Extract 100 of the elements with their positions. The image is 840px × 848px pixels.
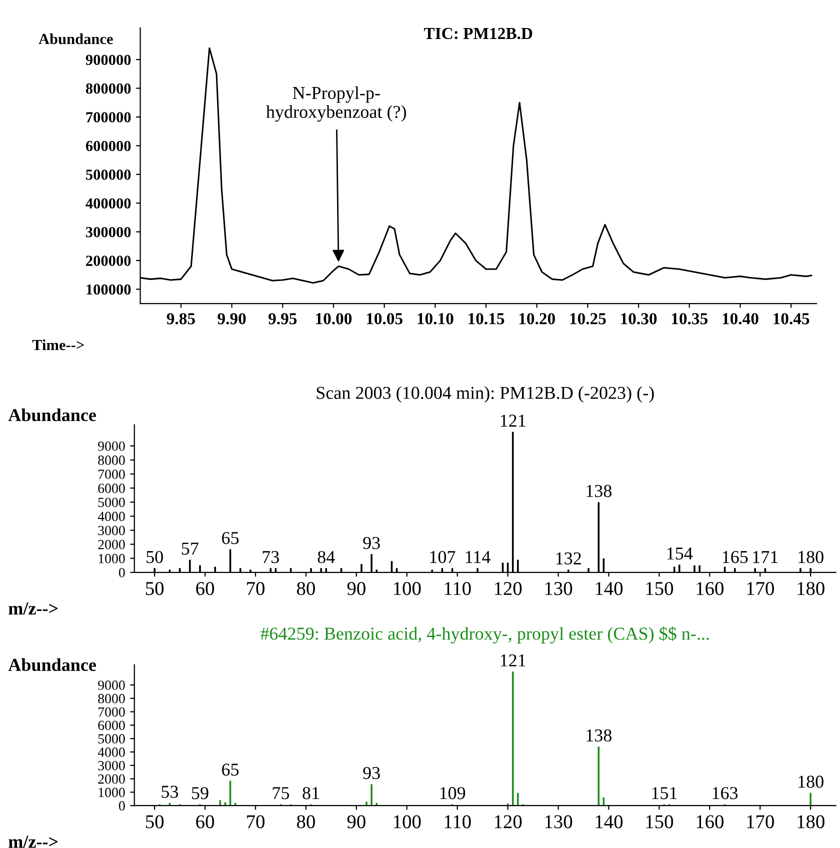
- x-tick-label: 130: [545, 582, 572, 596]
- x-tick-label: 10.25: [570, 313, 606, 324]
- y-tick-label: 1000: [98, 788, 125, 798]
- annotation: N-Propyl-p- hydroxybenzoat (?): [266, 86, 406, 122]
- x-tick-label: 10.45: [774, 313, 810, 324]
- x-tick-label: 9.90: [218, 313, 246, 324]
- annotation: 121: [500, 654, 526, 666]
- x-tick-label: 10.35: [672, 313, 708, 324]
- x-tick-label: 70: [247, 815, 264, 828]
- y-tick-label: 800000: [86, 83, 131, 94]
- y-tick-label: 5000: [98, 498, 125, 508]
- x-tick-label: 10.00: [316, 313, 352, 324]
- y-tick-label: 500000: [86, 170, 131, 180]
- y-tick-label: 4000: [98, 512, 125, 522]
- y-tick-label: 7000: [98, 470, 125, 479]
- annotation: 84: [318, 550, 335, 564]
- y-tick-label: 3000: [98, 526, 125, 536]
- x-tick-label: 70: [247, 582, 264, 596]
- y-axis-title: Abundance: [8, 658, 96, 672]
- x-tick-label: 10.10: [418, 313, 454, 324]
- x-tick-label: 150: [646, 815, 674, 828]
- annotation: 75: [272, 787, 290, 800]
- x-tick-label: 80: [296, 815, 315, 828]
- y-tick-label: 6000: [98, 484, 125, 494]
- x-tick-label: 110: [444, 582, 471, 596]
- annotation: 171: [753, 551, 778, 563]
- annotation: 73: [262, 550, 279, 564]
- y-tick-label: 900000: [86, 54, 131, 66]
- y-axis-title: Abundance: [8, 408, 96, 422]
- annotation: 121: [500, 414, 526, 427]
- y-tick-label: 200000: [86, 256, 131, 266]
- x-tick-label: 10.05: [366, 313, 402, 324]
- annotation: 65: [222, 532, 239, 544]
- y-tick-label: 0: [118, 801, 125, 811]
- x-tick-label: 120: [494, 582, 522, 596]
- x-tick-label: 90: [347, 582, 366, 596]
- y-tick-label: 600000: [86, 140, 131, 152]
- x-tick-label: 50: [146, 582, 164, 596]
- x-tick-label: 80: [296, 582, 315, 596]
- chart-title: Scan 2003 (10.004 min): PM12B.D (-2023) (-): [316, 386, 654, 403]
- x-tick-label: 140: [596, 582, 623, 596]
- x-tick-label: 9.85: [166, 313, 195, 324]
- annotation: 93: [363, 766, 380, 780]
- annotation: 163: [712, 787, 738, 800]
- chart-title: TIC: PM12B.D: [424, 28, 532, 40]
- annotation: 151: [652, 787, 677, 800]
- annotation: 53: [162, 786, 178, 798]
- x-tick-label: 170: [747, 582, 774, 596]
- x-tick-label: 10.30: [621, 313, 657, 324]
- y-tick-label: 700000: [86, 112, 131, 122]
- y-tick-label: 5000: [98, 734, 125, 744]
- chart-title: #64259: Benzoic acid, 4-hydroxy-, propyl ester (CAS) $$ n-...: [260, 626, 709, 644]
- x-tick-label: 60: [196, 582, 214, 596]
- x-tick-label: 160: [696, 582, 724, 596]
- y-tick-label: 7000: [98, 707, 125, 717]
- y-tick-label: 100000: [86, 284, 131, 295]
- annotation: 65: [222, 764, 239, 776]
- x-tick-label: 60: [196, 815, 214, 828]
- x-tick-label: 160: [696, 815, 724, 828]
- y-tick-label: 8000: [98, 694, 125, 704]
- annotation: 180: [798, 550, 824, 564]
- annotation: 132: [556, 552, 581, 565]
- y-axis-title: Abundance: [38, 33, 113, 44]
- x-tick-label: 120: [494, 815, 522, 828]
- y-tick-label: 3000: [98, 760, 125, 770]
- y-tick-label: 9000: [98, 442, 125, 451]
- y-tick-label: 4000: [98, 748, 125, 757]
- annotation: 57: [182, 542, 198, 555]
- annotation: 180: [798, 776, 824, 788]
- annotation: 59: [192, 787, 208, 800]
- annotation: 50: [146, 550, 163, 564]
- y-tick-label: 400000: [86, 198, 131, 209]
- x-tick-label: 110: [444, 815, 471, 828]
- annotation: 81: [302, 787, 319, 800]
- x-tick-label: 100: [394, 582, 421, 596]
- y-tick-label: 9000: [98, 680, 125, 690]
- x-tick-label: 130: [545, 815, 572, 828]
- annotation: 107: [430, 550, 456, 564]
- x-tick-label: 170: [747, 815, 774, 828]
- annotation: 154: [667, 548, 693, 560]
- annotation: 138: [586, 729, 612, 742]
- x-axis-title: m/z-->: [8, 836, 58, 848]
- y-tick-label: 1000: [98, 554, 125, 564]
- annotation: 109: [440, 787, 466, 800]
- y-tick-label: 2000: [98, 540, 125, 550]
- x-tick-label: 50: [146, 815, 164, 828]
- x-tick-label: 10.20: [519, 313, 555, 324]
- annotation: 138: [586, 484, 612, 498]
- x-tick-label: 90: [347, 815, 366, 828]
- x-tick-label: 10.40: [722, 313, 758, 324]
- y-tick-label: 300000: [86, 226, 131, 238]
- x-tick-label: 180: [798, 815, 824, 828]
- x-tick-label: 150: [646, 582, 674, 596]
- x-tick-label: 100: [394, 815, 421, 828]
- x-tick-label: 180: [798, 582, 824, 596]
- y-tick-label: 8000: [98, 456, 125, 465]
- annotation: 114: [466, 551, 490, 563]
- y-tick-label: 2000: [98, 774, 125, 784]
- x-axis-title: Time-->: [32, 339, 84, 350]
- x-axis-title: m/z-->: [8, 602, 58, 615]
